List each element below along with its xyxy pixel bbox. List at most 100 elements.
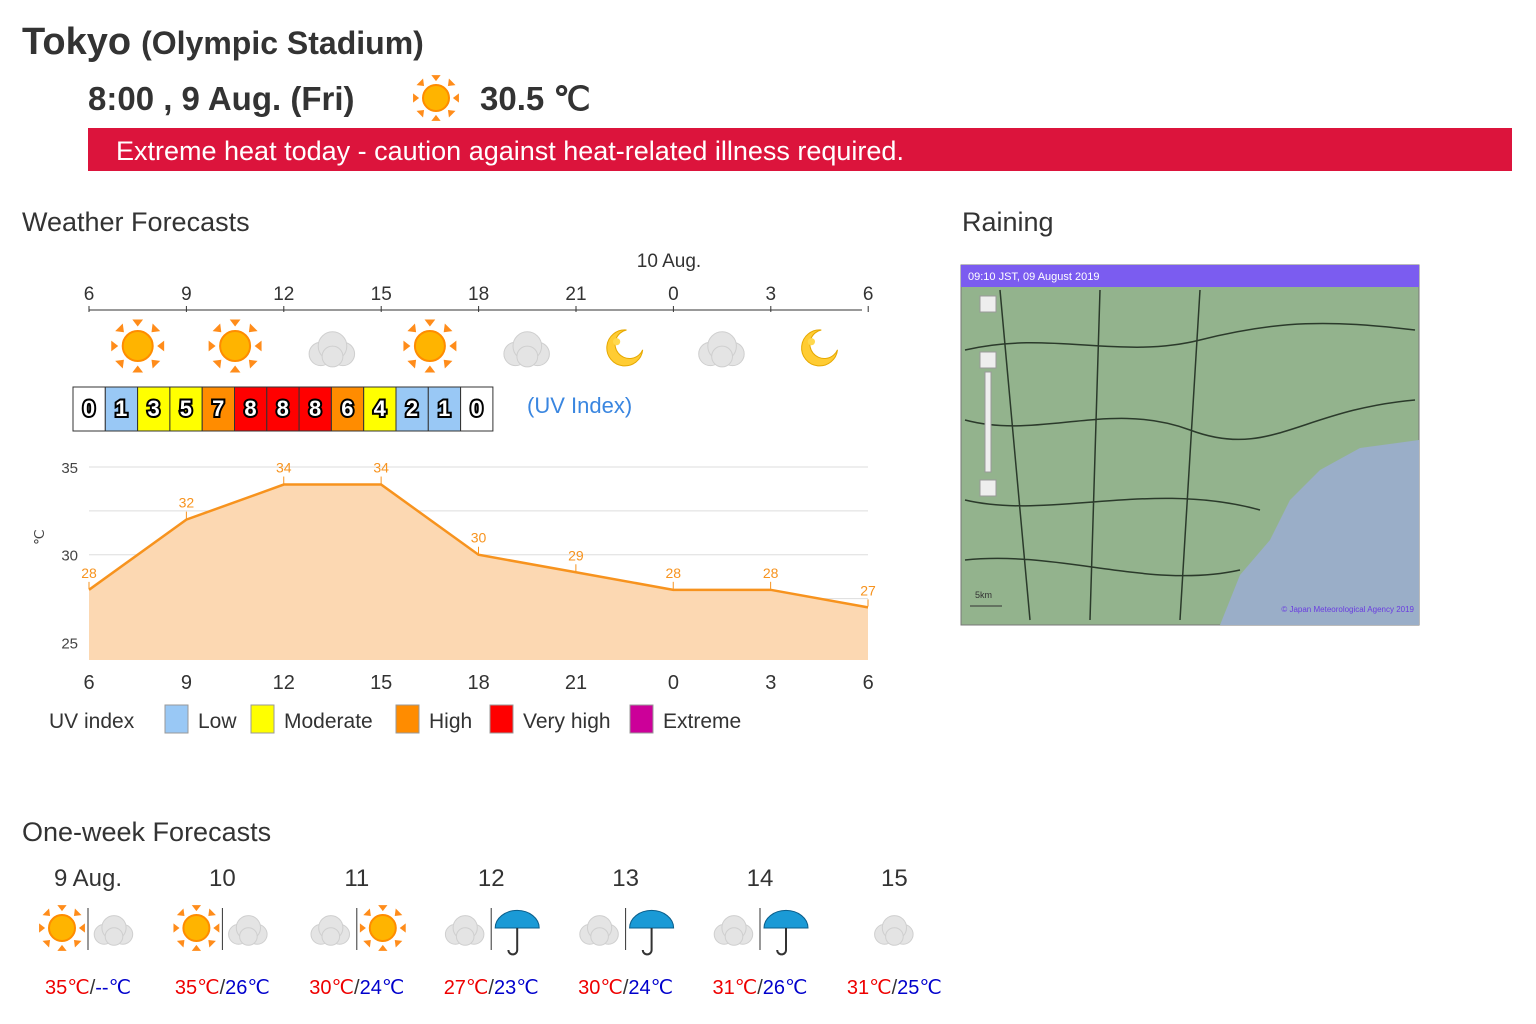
- day-date: 11: [344, 865, 369, 892]
- high-temp: 30℃: [578, 977, 623, 999]
- ray: [443, 323, 453, 333]
- ray: [57, 905, 67, 912]
- sun-disc: [368, 914, 397, 942]
- umbrella-icon: [763, 909, 809, 956]
- ray: [213, 923, 220, 933]
- day-date: 12: [478, 865, 505, 892]
- uv-cell: [201, 386, 235, 432]
- cloud-part: [455, 927, 475, 946]
- uv-value: 8: [277, 396, 289, 421]
- umbrella-icon: [494, 909, 540, 956]
- value-label: 34: [373, 460, 389, 476]
- separator: /: [757, 977, 763, 999]
- value-label: 29: [568, 547, 584, 563]
- canopy: [494, 909, 540, 929]
- sun-icon: [359, 905, 406, 951]
- day-date: 15: [881, 865, 908, 892]
- separator: /: [90, 977, 96, 999]
- legend-swatch: [250, 704, 275, 734]
- hour-label: 21: [565, 284, 586, 305]
- handle: [507, 928, 519, 956]
- umbrella-icon: [629, 909, 675, 956]
- city: Tokyo: [22, 21, 131, 63]
- uv-value: 7: [212, 396, 224, 421]
- ray: [229, 365, 241, 373]
- hour-label: 3: [765, 672, 776, 694]
- sun-icon: [39, 905, 85, 951]
- uv-cell: [266, 386, 300, 432]
- y-unit: ℃: [31, 529, 47, 545]
- high-temp: 30℃: [309, 977, 354, 999]
- uv-value: 8: [309, 396, 321, 421]
- handle: [641, 928, 653, 956]
- low-temp: 26℃: [763, 977, 808, 999]
- ray: [57, 944, 67, 951]
- ray: [39, 923, 46, 933]
- uv-value: 2: [406, 396, 418, 421]
- legend-swatch: [164, 704, 189, 734]
- zoom-slider[interactable]: [984, 371, 992, 473]
- sun-disc: [121, 330, 154, 362]
- value-label: 28: [665, 565, 681, 581]
- ray: [363, 939, 371, 948]
- zoom-control[interactable]: [979, 295, 997, 313]
- star: [613, 338, 621, 346]
- sun-icon: [111, 319, 165, 373]
- ray: [431, 114, 441, 121]
- day-temps: 31℃/26℃: [713, 977, 808, 999]
- map-credit: © Japan Meteorological Agency 2019: [1281, 605, 1414, 614]
- uv-value: 1: [438, 396, 450, 421]
- hour-label: 6: [863, 672, 874, 694]
- ray: [208, 908, 216, 917]
- high-temp: 35℃: [175, 977, 220, 999]
- alert-text: Extreme heat today - caution against hea…: [116, 136, 904, 166]
- rain-map: 09:10 JST, 09 August 2019 5km © Japan Me…: [960, 264, 1420, 626]
- uv-value: 0: [83, 396, 95, 421]
- map-bar: [961, 265, 1419, 287]
- sun-disc: [413, 330, 446, 362]
- y-tick-label: 30: [61, 548, 78, 565]
- high-temp: 31℃: [713, 977, 758, 999]
- cloud-part: [321, 927, 341, 946]
- day-temps: 30℃/24℃: [578, 977, 673, 999]
- high-temp: 31℃: [847, 977, 892, 999]
- zoom-in[interactable]: [979, 351, 997, 369]
- day-temps: 31℃/25℃: [847, 977, 942, 999]
- ray: [403, 340, 411, 352]
- ray: [399, 923, 406, 933]
- uv-cell: [104, 386, 139, 432]
- low-temp: 24℃: [628, 977, 673, 999]
- ray: [191, 905, 202, 912]
- ray: [424, 365, 436, 373]
- hour-label: 12: [273, 672, 295, 694]
- cloud-icon: [93, 915, 134, 946]
- ray: [359, 923, 366, 933]
- crescent: [801, 329, 838, 367]
- cloud-icon: [228, 915, 268, 946]
- star: [807, 338, 816, 346]
- legend-swatch: [629, 704, 654, 734]
- temperature-area: [89, 484, 868, 660]
- section-heading: One-week Forecasts: [22, 817, 271, 847]
- day-date: 10: [209, 865, 236, 892]
- crescent: [606, 329, 644, 367]
- time: 8:00 , 9 Aug. (Fri): [88, 80, 354, 117]
- map-sea: [1220, 440, 1419, 625]
- low-temp: 23℃: [494, 977, 539, 999]
- ray: [157, 340, 165, 352]
- moon-icon: [606, 329, 644, 367]
- ray: [248, 359, 258, 369]
- day-temps: 30℃/24℃: [309, 977, 404, 999]
- ray: [394, 908, 403, 917]
- uv-value: 0: [470, 396, 482, 421]
- zoom-out[interactable]: [979, 479, 997, 497]
- sun-disc: [48, 914, 76, 942]
- section-heading: Raining: [962, 207, 1054, 237]
- uv-value: 4: [374, 396, 387, 421]
- hour-label: 6: [84, 284, 95, 305]
- uv-cell: [234, 386, 268, 432]
- cloud-part: [724, 927, 744, 946]
- ray: [42, 939, 51, 948]
